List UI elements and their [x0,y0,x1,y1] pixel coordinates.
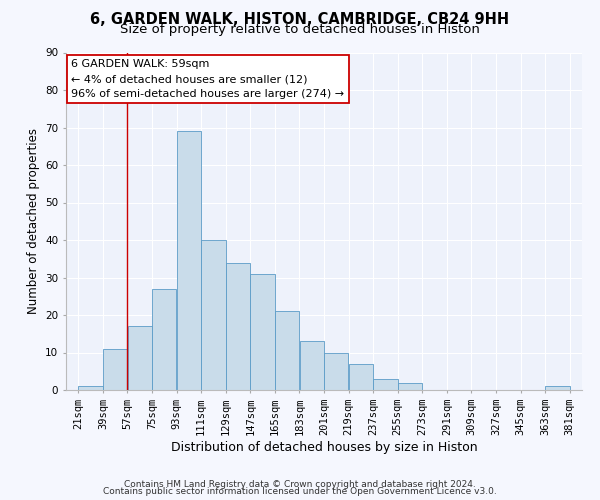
Bar [275,311,299,390]
Text: 6 GARDEN WALK: 59sqm
← 4% of detached houses are smaller (12)
96% of semi-detach: 6 GARDEN WALK: 59sqm ← 4% of detached ho… [71,59,344,99]
Bar [103,349,127,390]
Bar [226,262,250,390]
Text: 6, GARDEN WALK, HISTON, CAMBRIDGE, CB24 9HH: 6, GARDEN WALK, HISTON, CAMBRIDGE, CB24 … [91,12,509,26]
X-axis label: Distribution of detached houses by size in Histon: Distribution of detached houses by size … [170,440,478,454]
Text: Contains public sector information licensed under the Open Government Licence v3: Contains public sector information licen… [103,488,497,496]
Bar [152,289,176,390]
Bar [545,386,569,390]
Bar [79,386,103,390]
Bar [250,274,275,390]
Bar [373,379,398,390]
Bar [177,131,201,390]
Bar [299,341,324,390]
Bar [202,240,226,390]
Bar [398,382,422,390]
Bar [349,364,373,390]
Text: Contains HM Land Registry data © Crown copyright and database right 2024.: Contains HM Land Registry data © Crown c… [124,480,476,489]
Bar [128,326,152,390]
Bar [324,352,349,390]
Y-axis label: Number of detached properties: Number of detached properties [26,128,40,314]
Text: Size of property relative to detached houses in Histon: Size of property relative to detached ho… [120,22,480,36]
